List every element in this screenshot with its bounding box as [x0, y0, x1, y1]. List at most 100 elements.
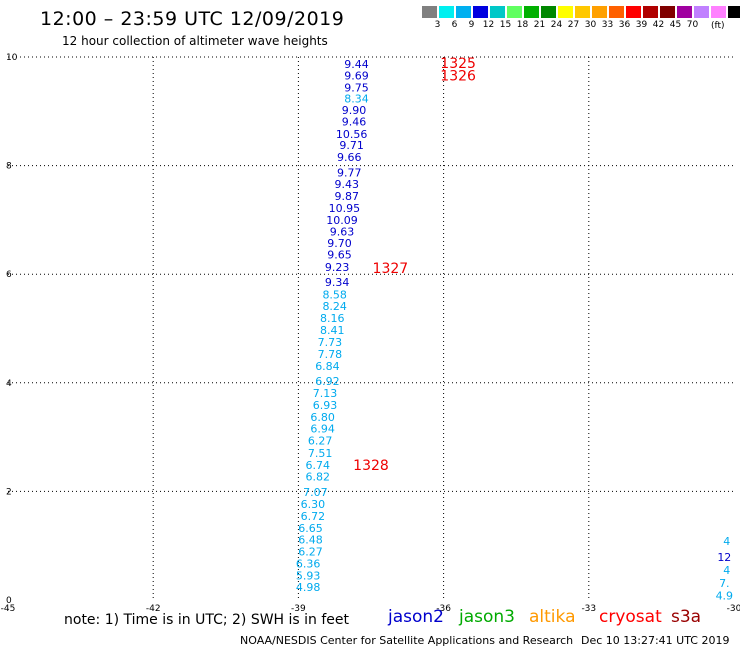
wave-height-label: 10.56 [336, 128, 368, 141]
wave-height-label: 12 [717, 551, 731, 564]
color-scale-label-12: 39 [635, 20, 648, 30]
wave-height-label: 7. [719, 577, 730, 590]
y-tick-label-5: 10 [6, 53, 18, 63]
wave-height-label: 8.58 [322, 288, 347, 301]
color-scale-label-7: 24 [550, 20, 563, 30]
y-tick-label-0: 0 [6, 596, 12, 606]
wave-height-label: 9.90 [342, 104, 367, 117]
color-swatch-6 [523, 5, 540, 19]
color-swatch-18 [727, 5, 740, 19]
color-swatch-0 [421, 5, 438, 19]
wave-height-label: 4 [723, 564, 730, 577]
satellite-legend-cryosat: cryosat [599, 607, 662, 627]
color-scale-label-3: 12 [482, 20, 495, 30]
color-scale-label-15: 70 [686, 20, 699, 30]
wave-height-label: 7.51 [308, 447, 333, 460]
wave-height-label: 9.87 [335, 190, 360, 203]
wave-height-label: 6.94 [310, 422, 335, 435]
wave-height-label: 6.27 [308, 434, 333, 447]
wave-height-label: 4 [723, 535, 730, 548]
wave-height-label: 9.46 [342, 116, 367, 129]
x-tick-label-4: -33 [581, 604, 596, 614]
color-swatch-16 [693, 5, 710, 19]
y-tick-label-3: 6 [6, 270, 12, 280]
color-scale-label-1: 6 [451, 20, 458, 30]
footer-timestamp: Dec 10 13:27:41 UTC 2019 [581, 634, 730, 647]
wave-height-label: 6.27 [298, 546, 323, 559]
pass-number-label: 1327 [373, 261, 409, 277]
color-scale-label-6: 21 [533, 20, 546, 30]
color-swatch-14 [659, 5, 676, 19]
wave-height-label: 10.09 [326, 214, 358, 227]
y-tick-label-4: 8 [6, 162, 12, 172]
wave-height-label: 9.34 [325, 276, 350, 289]
wave-height-label: 6.82 [306, 471, 331, 484]
wave-height-label: 6.74 [306, 459, 331, 472]
color-scale-swatches [421, 5, 740, 19]
wave-height-label: 9.23 [325, 261, 350, 274]
color-scale-label-8: 27 [567, 20, 580, 30]
color-swatch-1 [438, 5, 455, 19]
color-swatch-11 [608, 5, 625, 19]
wave-height-label: 6.30 [301, 498, 326, 511]
wave-height-label: 7.78 [318, 348, 343, 361]
color-scale-label-4: 15 [499, 20, 512, 30]
satellite-legend-s3a: s3a [671, 607, 702, 627]
color-scale-label-13: 42 [652, 20, 665, 30]
wave-height-label: 5.93 [296, 570, 321, 583]
wave-height-label: 8.34 [344, 92, 369, 105]
wave-height-label: 4.98 [296, 581, 321, 594]
color-scale-label-9: 30 [584, 20, 597, 30]
color-scale-unit: (ft) [711, 21, 725, 31]
color-scale-label-5: 18 [516, 20, 529, 30]
wave-height-label: 9.66 [337, 151, 362, 164]
footer-credit: NOAA/NESDIS Center for Satellite Applica… [240, 634, 574, 647]
color-swatch-7 [540, 5, 557, 19]
wave-height-label: 9.70 [327, 237, 352, 250]
chart-title: 12:00 – 23:59 UTC 12/09/2019 [40, 8, 345, 30]
y-tick-label-1: 2 [6, 487, 12, 497]
color-scale-label-14: 45 [669, 20, 682, 30]
color-swatch-4 [489, 5, 506, 19]
color-scale-label-10: 33 [601, 20, 614, 30]
wave-height-label: 6.84 [315, 360, 340, 373]
wave-height-label: 9.69 [344, 69, 369, 82]
wave-height-label: 8.24 [322, 300, 347, 313]
satellite-legend-jason3: jason3 [459, 607, 515, 627]
color-scale-label-11: 36 [618, 20, 631, 30]
wave-height-label: 6.36 [296, 558, 321, 571]
color-swatch-17 [710, 5, 727, 19]
wave-height-label: 7.07 [303, 486, 328, 499]
color-scale-label-0: 3 [434, 20, 441, 30]
pass-number-label: 1325 [440, 56, 476, 72]
y-tick-label-2: 4 [6, 379, 12, 389]
wave-height-label: 8.41 [320, 324, 345, 337]
x-tick-label-3: -36 [436, 604, 451, 614]
wave-height-label: 6.65 [298, 522, 323, 535]
wave-height-label: 9.75 [344, 81, 369, 94]
color-swatch-12 [625, 5, 642, 19]
wave-height-label: 4.9 [716, 590, 734, 603]
wave-height-label: 7.73 [318, 336, 343, 349]
wave-height-label: 9.71 [339, 139, 364, 152]
color-swatch-2 [455, 5, 472, 19]
color-swatch-9 [574, 5, 591, 19]
wave-height-label: 9.77 [337, 167, 362, 180]
wave-height-label: 6.92 [315, 375, 340, 388]
color-swatch-8 [557, 5, 574, 19]
x-tick-label-1: -42 [146, 604, 161, 614]
color-swatch-13 [642, 5, 659, 19]
color-scale-labels: 3 6 9 12 15 18 21 24 27 30 33 36 39 42 45 70 [421, 20, 740, 30]
wave-height-label: 6.93 [313, 399, 338, 412]
wave-height-label: 9.63 [330, 225, 355, 238]
wave-height-label: 9.43 [335, 178, 360, 191]
satellite-legend-altika: altika [529, 607, 576, 627]
wave-height-label: 9.65 [327, 249, 352, 262]
pass-number-label: 1328 [353, 458, 389, 474]
color-swatch-3 [472, 5, 489, 19]
x-tick-label-2: -39 [291, 604, 306, 614]
wave-height-label: 8.16 [320, 312, 345, 325]
pass-number-label: 1326 [440, 68, 476, 84]
wave-height-label: 6.72 [301, 510, 326, 523]
